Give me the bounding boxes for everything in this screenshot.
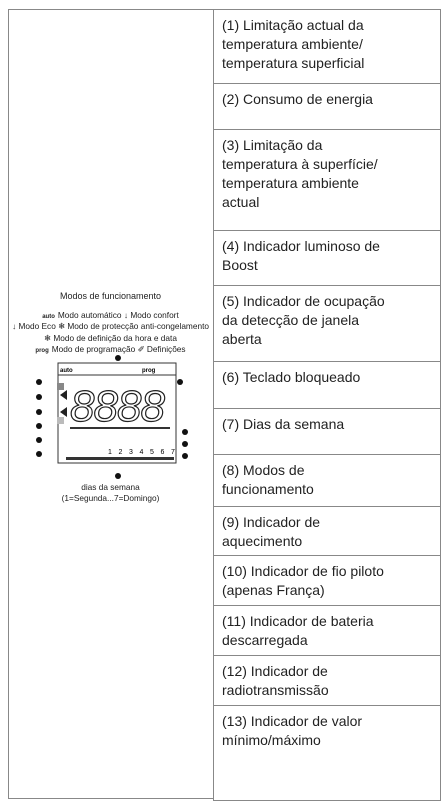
mode-label: Modo confort bbox=[130, 310, 179, 320]
lcd-day: 3 bbox=[129, 449, 133, 456]
mode-label: Modo de protecção anti-congelamento bbox=[67, 321, 209, 331]
table-cell: (11) Indicador de bateria descarregada bbox=[213, 605, 441, 656]
table-cell: (8) Modos de funcionamento bbox=[213, 454, 441, 507]
caption-2: (1=Segunda...7=Domingo) bbox=[61, 493, 160, 503]
legend-line: ❄ Modo de definição da hora e data bbox=[44, 333, 177, 343]
table-cell: (7) Dias da semana bbox=[213, 408, 441, 455]
cell-text: (13) Indicador de valor bbox=[222, 713, 363, 729]
cell-text: temperatura superficial bbox=[222, 55, 365, 71]
lcd-day: 1 bbox=[108, 449, 112, 456]
lcd-icon bbox=[57, 417, 64, 424]
cell-text: radiotransmissão bbox=[222, 682, 329, 698]
lcd-icon bbox=[57, 383, 64, 390]
lcd-day: 5 bbox=[150, 449, 154, 456]
cell-text: (4) Indicador luminoso de bbox=[222, 238, 380, 254]
lcd-bar bbox=[66, 457, 174, 460]
legend-title: Modos de funcionamento bbox=[59, 291, 162, 301]
cell-text: aberta bbox=[222, 331, 262, 347]
cell-text: da detecção de janela bbox=[222, 312, 359, 328]
lcd-arrows bbox=[60, 390, 67, 417]
cell-text: (8) Modos de bbox=[222, 462, 305, 478]
legend-line: prog Modo de programação ✐ Definições bbox=[35, 344, 186, 354]
cell-text: (3) Limitação da bbox=[222, 137, 323, 153]
table-cell: (10) Indicador de fio piloto (apenas Fran… bbox=[213, 555, 441, 606]
table-cell: (4) Indicador luminoso de Boost bbox=[213, 230, 441, 286]
cell-text: aquecimento bbox=[222, 533, 303, 549]
cell-text: (12) Indicador de bbox=[222, 663, 328, 679]
table-cell: (6) Teclado bloqueado bbox=[213, 361, 441, 409]
table-cell: (5) Indicador de ocupação da detecção de … bbox=[213, 285, 441, 362]
callouts bbox=[36, 355, 188, 479]
cell-text: (1) Limitação actual da bbox=[222, 17, 364, 33]
legend-line: ↓ Modo Eco ❄ Modo de protecção anti-cong… bbox=[11, 321, 209, 331]
mode-label: Modo Eco bbox=[18, 321, 56, 331]
table-cell: (12) Indicador de radiotransmissão bbox=[213, 655, 441, 706]
cell-text: temperatura ambiente/ bbox=[222, 36, 363, 52]
cell-text: (2) Consumo de energia bbox=[222, 91, 373, 107]
table-cell: (1) Limitação actual da temperatura ambie… bbox=[213, 9, 441, 84]
cell-text: temperatura à superfície/ bbox=[222, 156, 378, 172]
table-cell: (9) Indicador de aquecimento bbox=[213, 506, 441, 556]
lcd-day: 6 bbox=[161, 449, 165, 456]
cell-text: (10) Indicador de fio piloto bbox=[222, 563, 384, 579]
cell-text: funcionamento bbox=[222, 481, 314, 497]
mode-label: Modo automático bbox=[57, 310, 122, 320]
cell-text: (7) Dias da semana bbox=[222, 416, 345, 432]
mode-tag: auto bbox=[42, 314, 55, 320]
legend-line: auto Modo automático ↓ Modo confort bbox=[42, 310, 179, 320]
lcd-digits: 8888 bbox=[70, 382, 166, 431]
table-cell: (3) Limitação da temperatura à superfície… bbox=[213, 129, 441, 231]
lcd-tag: prog bbox=[142, 368, 156, 374]
cell-text: (11) Indicador de bateria bbox=[222, 613, 374, 629]
cell-text: Boost bbox=[222, 257, 258, 273]
lcd-day: 2 bbox=[119, 449, 123, 456]
lcd-frame bbox=[57, 362, 177, 464]
lcd-day: 4 bbox=[140, 449, 144, 456]
cell-text: descarregada bbox=[222, 632, 308, 648]
table-cell: (2) Consumo de energia bbox=[213, 83, 441, 130]
mode-label: Modo de definição da hora e data bbox=[53, 333, 177, 343]
mode-tag: prog bbox=[35, 348, 49, 354]
cell-text: (5) Indicador de ocupação bbox=[222, 293, 385, 309]
cell-text: mínimo/máximo bbox=[222, 732, 321, 748]
cell-text: actual bbox=[222, 194, 260, 210]
cell-text: temperatura ambiente bbox=[222, 175, 359, 191]
lcd-diagram: auto prog 8888 1 2 3 4 5 6 7 bbox=[36, 355, 188, 479]
cell-text: (9) Indicador de bbox=[222, 514, 321, 530]
mode-label: Modo de programação bbox=[51, 344, 136, 354]
caption-1: dias da semana bbox=[81, 482, 140, 492]
lcd-bar bbox=[70, 427, 170, 429]
mode-label: Definições bbox=[146, 344, 186, 354]
cell-text: (apenas França) bbox=[222, 582, 325, 598]
lcd-day: 7 bbox=[171, 449, 175, 456]
cell-text: (6) Teclado bloqueado bbox=[222, 369, 361, 385]
lcd-tag: auto bbox=[60, 368, 73, 374]
